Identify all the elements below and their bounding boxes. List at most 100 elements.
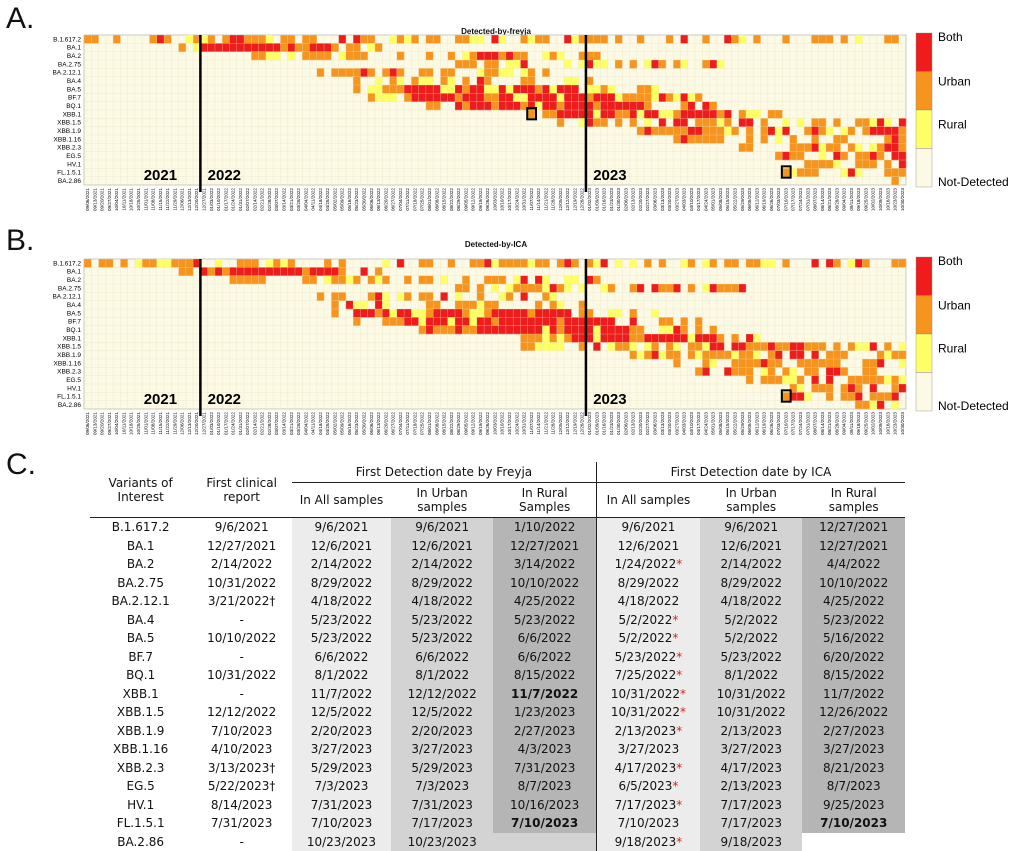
table-cell: BA.5 bbox=[90, 629, 191, 648]
week-tick-label: 10/24/2022 bbox=[514, 412, 519, 435]
heat-cell bbox=[491, 60, 498, 69]
table-cell: 10/10/2022 bbox=[191, 629, 292, 648]
table-cell: 5/23/2022 bbox=[292, 611, 391, 630]
heat-cell bbox=[651, 93, 658, 102]
heat-cell bbox=[739, 143, 746, 152]
table-cell: 9/25/2023 bbox=[802, 796, 905, 815]
heat-cell bbox=[761, 127, 768, 136]
heat-cell bbox=[768, 376, 775, 385]
heat-cell bbox=[397, 292, 404, 301]
heat-cell bbox=[550, 102, 557, 111]
heat-cell bbox=[768, 367, 775, 376]
heat-cell bbox=[426, 276, 433, 285]
heat-cell bbox=[622, 110, 629, 119]
heat-cell bbox=[608, 284, 615, 293]
table-cell: 8/1/2022 bbox=[391, 666, 493, 685]
heat-cell bbox=[513, 309, 520, 318]
variant-label: XBB.2.3 bbox=[57, 145, 81, 152]
table-cell: 10/31/2022 bbox=[191, 666, 292, 685]
heat-cell bbox=[710, 284, 717, 293]
heat-cell bbox=[731, 351, 738, 360]
heat-cell bbox=[710, 342, 717, 351]
heat-cell bbox=[462, 52, 469, 61]
heat-cell bbox=[841, 351, 848, 360]
heat-cell bbox=[280, 35, 287, 44]
heat-cell bbox=[419, 85, 426, 94]
heat-cell bbox=[353, 35, 360, 44]
week-tick-label: 07/11/2022 bbox=[405, 412, 410, 435]
heat-cell bbox=[433, 326, 440, 335]
variant-label: XBB.1.16 bbox=[54, 360, 82, 367]
week-tick-label: 11/15/2021 bbox=[158, 412, 163, 435]
heat-cell bbox=[237, 259, 244, 268]
heat-cell bbox=[884, 351, 891, 360]
heat-cell bbox=[593, 118, 600, 127]
heat-cell bbox=[550, 110, 557, 119]
legend-label: Not-Detected bbox=[938, 399, 1009, 413]
week-tick-label: 11/29/2021 bbox=[172, 188, 177, 211]
heat-cell bbox=[877, 127, 884, 136]
table-cell: XBB.1.5 bbox=[90, 703, 191, 722]
table-cell: HV.1 bbox=[90, 796, 191, 815]
table-cell: 5/23/2022 bbox=[700, 648, 802, 667]
heat-cell bbox=[302, 276, 309, 285]
table-cell: 6/20/2022 bbox=[802, 648, 905, 667]
heat-cell bbox=[491, 326, 498, 335]
heat-cell bbox=[506, 317, 513, 326]
week-tick-label: 05/29/2023 bbox=[740, 412, 745, 435]
table-cell: 6/6/2022 bbox=[493, 648, 596, 667]
heat-cell bbox=[564, 259, 571, 268]
heat-cell bbox=[397, 317, 404, 326]
heat-cell bbox=[295, 43, 302, 52]
heat-cell bbox=[288, 267, 295, 276]
heat-cell bbox=[462, 77, 469, 86]
heat-cell bbox=[615, 334, 622, 343]
heat-cell bbox=[339, 276, 346, 285]
heat-cell bbox=[600, 102, 607, 111]
heat-cell bbox=[491, 85, 498, 94]
week-tick-label: 05/16/2022 bbox=[347, 188, 352, 211]
table-cell: 7/31/2023 bbox=[292, 796, 391, 815]
table-cell: BA.2 bbox=[90, 555, 191, 574]
heat-cell bbox=[484, 68, 491, 77]
heat-cell bbox=[382, 276, 389, 285]
heat-cell bbox=[637, 102, 644, 111]
heat-cell bbox=[506, 309, 513, 318]
heat-cell bbox=[542, 334, 549, 343]
heat-cell bbox=[375, 85, 382, 94]
heat-cell bbox=[761, 367, 768, 376]
legend-label: Both bbox=[938, 30, 963, 44]
table-cell: FL.1.5.1 bbox=[90, 814, 191, 833]
heat-cell bbox=[550, 334, 557, 343]
heat-cell bbox=[695, 135, 702, 144]
table-cell: 11/7/2022 bbox=[493, 685, 596, 704]
heat-cell bbox=[506, 85, 513, 94]
heat-cell bbox=[899, 384, 906, 393]
heat-cell bbox=[659, 60, 666, 69]
heat-cell bbox=[542, 284, 549, 293]
heat-cell bbox=[375, 276, 382, 285]
heat-cell bbox=[739, 359, 746, 368]
week-tick-label: 02/14/2022 bbox=[252, 188, 257, 211]
heat-cell bbox=[797, 376, 804, 385]
heat-cell bbox=[739, 35, 746, 44]
heat-cell bbox=[179, 267, 186, 276]
week-tick-label: 05/01/2023 bbox=[711, 188, 716, 211]
table-cell: 6/6/2022 bbox=[391, 648, 493, 667]
heat-cell bbox=[666, 127, 673, 136]
heat-cell bbox=[717, 284, 724, 293]
heat-cell bbox=[353, 317, 360, 326]
heat-cell bbox=[855, 168, 862, 177]
heat-cell bbox=[746, 351, 753, 360]
heat-cell bbox=[637, 326, 644, 335]
heat-cell bbox=[680, 110, 687, 119]
heat-cell bbox=[644, 85, 651, 94]
week-tick-label: 10/02/2023 bbox=[871, 188, 876, 211]
heat-cell bbox=[630, 334, 637, 343]
heat-cell bbox=[848, 143, 855, 152]
heat-cell bbox=[891, 376, 898, 385]
heat-cell bbox=[673, 351, 680, 360]
heat-cell bbox=[724, 35, 731, 44]
table-cell: 7/17/2023* bbox=[596, 796, 700, 815]
